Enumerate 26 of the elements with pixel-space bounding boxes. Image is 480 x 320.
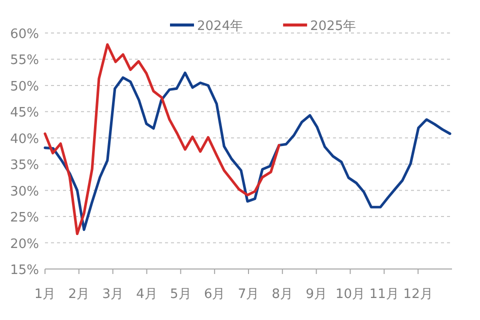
x-tick-label: 4月 <box>136 287 158 302</box>
y-tick-label: 25% <box>10 210 39 226</box>
y-tick-label: 20% <box>10 236 39 252</box>
y-tick-label: 50% <box>10 79 39 94</box>
x-tick-label: 3月 <box>102 287 124 302</box>
x-tick-label: 9月 <box>306 287 327 302</box>
y-tick-label: 35% <box>10 158 39 174</box>
line-series <box>44 43 280 236</box>
x-tick-label: 2月 <box>68 287 90 302</box>
x-tick-label: 8月 <box>272 287 294 302</box>
legend-label: 2024年 <box>197 19 244 34</box>
x-tick-label: 11月 <box>369 287 399 302</box>
y-tick-label: 15% <box>10 263 39 278</box>
y-tick-label: 45% <box>10 106 39 121</box>
line-series <box>44 72 452 231</box>
legend-label: 2025年 <box>310 19 356 34</box>
x-tick-label: 12月 <box>403 287 433 302</box>
x-tick-label: 7月 <box>238 287 260 302</box>
y-tick-label: 55% <box>10 53 39 68</box>
y-tick-label: 30% <box>10 184 39 200</box>
y-tick-label: 60% <box>10 27 39 42</box>
x-tick-label: 6月 <box>204 287 226 302</box>
x-tick-label: 5月 <box>170 287 192 302</box>
x-tick-label: 10月 <box>335 287 366 302</box>
y-tick-label: 40% <box>10 132 39 147</box>
x-tick-label: 1月 <box>34 287 56 302</box>
